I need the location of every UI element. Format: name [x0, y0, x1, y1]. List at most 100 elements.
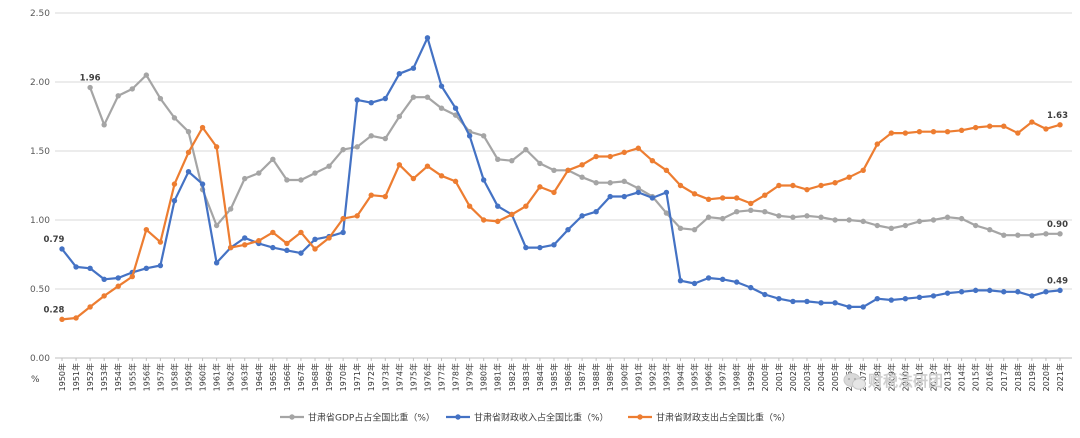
data-point	[691, 280, 698, 287]
data-point	[860, 218, 866, 225]
x-tick-label: 1974年	[394, 363, 404, 391]
data-point	[1001, 289, 1007, 295]
data-point	[607, 193, 613, 200]
data-point	[916, 218, 923, 225]
data-point	[635, 189, 642, 196]
data-point	[860, 167, 866, 174]
data-point	[396, 113, 403, 120]
data-point	[748, 284, 754, 291]
data-point	[790, 298, 796, 305]
x-tick-label: 2004年	[816, 363, 826, 391]
data-point	[565, 167, 571, 174]
data-point	[1015, 289, 1021, 295]
data-point	[1015, 130, 1021, 136]
data-point	[635, 145, 642, 151]
x-tick-label: 2002年	[788, 363, 798, 391]
data-point	[776, 295, 782, 302]
data-point	[143, 265, 150, 271]
legend-item: 甘肃省GDP占占全国比重（%）	[280, 412, 435, 424]
data-point	[902, 130, 909, 136]
data-point	[326, 163, 332, 169]
data-point	[227, 244, 234, 251]
data-point	[242, 235, 248, 241]
data-label: 0.49	[1047, 276, 1068, 286]
series-2	[59, 119, 1063, 323]
y-tick-label: 1.50	[30, 147, 50, 157]
x-tick-label: 1984年	[535, 363, 545, 391]
data-point	[452, 105, 459, 111]
legend: 甘肃省GDP占占全国比重（%） 甘肃省财政收入占全国比重（%） 甘肃省财政支出占全国…	[280, 412, 791, 424]
data-point	[874, 222, 880, 229]
data-point	[649, 195, 656, 201]
data-point	[382, 95, 388, 102]
data-point	[438, 173, 445, 179]
data-point	[185, 169, 192, 175]
x-tick-label: 2005年	[830, 363, 840, 391]
legend-label: 甘肃省财政支出占全国比重（%）	[656, 412, 791, 424]
x-tick-label: 1975年	[408, 363, 418, 391]
x-tick-label: 2020年	[1041, 363, 1051, 391]
data-point	[157, 262, 164, 269]
data-point	[944, 128, 951, 135]
data-point	[59, 246, 65, 252]
data-point	[480, 217, 487, 223]
data-point	[227, 206, 234, 212]
series-0	[87, 72, 1063, 238]
data-point	[73, 315, 79, 321]
data-point	[565, 226, 571, 233]
x-tick-label: 1980年	[479, 363, 489, 391]
data-point	[242, 242, 248, 248]
x-tick-label: 1966年	[282, 363, 292, 391]
x-tick-label: 1991年	[633, 363, 643, 391]
data-point	[790, 182, 796, 189]
data-point	[270, 156, 276, 162]
x-tick-label: 1973年	[380, 363, 390, 391]
data-point	[466, 203, 473, 209]
data-point	[298, 177, 304, 183]
series-line	[61, 120, 1061, 321]
x-tick-label: 1990年	[619, 363, 629, 391]
x-tick-label: 2015年	[971, 363, 981, 391]
data-point	[298, 229, 304, 236]
data-point	[987, 287, 993, 294]
x-tick-label: 2013年	[943, 363, 953, 391]
data-point	[705, 196, 712, 202]
data-point	[143, 226, 150, 233]
x-tick-label: 1959年	[184, 363, 194, 391]
x-tick-label: 1987年	[577, 363, 587, 391]
data-point	[551, 167, 557, 174]
data-point	[1029, 119, 1035, 125]
data-point	[523, 244, 529, 251]
data-point	[649, 157, 656, 164]
x-tick-label: 1972年	[366, 363, 376, 391]
x-tick-label: 1961年	[212, 363, 222, 391]
series-1	[59, 35, 1063, 310]
data-point	[410, 175, 417, 182]
x-tick-label: 1958年	[169, 363, 179, 391]
data-point	[846, 304, 852, 310]
x-tick-label: 2000年	[760, 363, 770, 391]
data-point	[607, 180, 613, 186]
data-point	[916, 294, 923, 300]
data-point	[593, 209, 599, 215]
x-tick-label: 2012年	[928, 363, 938, 391]
data-point	[579, 174, 585, 180]
data-point	[298, 250, 304, 256]
x-tick-label: 2001年	[774, 363, 784, 391]
data-point	[312, 170, 318, 176]
x-tick-label: 1986年	[563, 363, 573, 391]
data-point	[424, 163, 431, 169]
data-point	[1001, 123, 1007, 129]
data-point	[1057, 122, 1063, 128]
x-tick-label: 1992年	[647, 363, 657, 391]
legend-label: 甘肃省GDP占占全国比重（%）	[308, 412, 435, 424]
data-point	[677, 182, 684, 189]
series-line	[61, 36, 1061, 308]
data-point	[509, 211, 515, 218]
x-tick-label: 1964年	[254, 363, 264, 391]
data-point	[874, 295, 880, 302]
data-point	[874, 141, 880, 147]
data-point	[663, 189, 670, 196]
data-point	[424, 35, 431, 41]
